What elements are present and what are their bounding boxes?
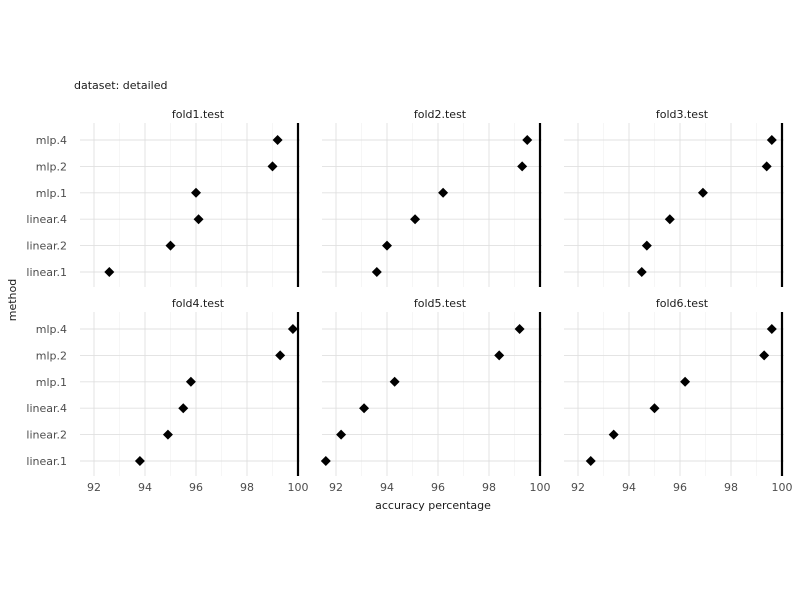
data-point-mlp.2	[494, 350, 505, 361]
y-axis-title: method	[6, 279, 19, 321]
x-tick-label: 94	[138, 481, 152, 494]
x-tick-label: 100	[772, 481, 793, 494]
data-point-mlp.4	[766, 135, 777, 145]
data-point-mlp.1	[697, 187, 708, 198]
plot-subtitle: dataset: detailed	[74, 79, 167, 92]
facet-title: fold2.test	[414, 108, 467, 121]
y-tick-label: mlp.1	[36, 376, 67, 389]
data-point-linear.2	[336, 429, 347, 440]
data-point-linear.4	[359, 403, 370, 414]
data-point-mlp.2	[761, 161, 772, 172]
data-point-linear.2	[162, 429, 173, 440]
x-tick-label: 98	[724, 481, 738, 494]
data-point-linear.1	[636, 267, 647, 277]
y-tick-label: linear.4	[26, 402, 67, 415]
data-point-mlp.2	[267, 161, 278, 172]
data-point-mlp.4	[766, 324, 777, 334]
y-tick-label: mlp.4	[36, 134, 67, 147]
y-tick-label: linear.1	[26, 266, 67, 279]
y-tick-label: linear.2	[26, 240, 67, 253]
x-tick-label: 94	[380, 481, 394, 494]
facet-panel: fold1.test linear.1 linear.2 linear.4 mlp.1 m…	[26, 108, 300, 287]
data-point-linear.4	[178, 403, 189, 414]
facet-title: fold1.test	[172, 108, 225, 121]
y-tick-label: mlp.2	[36, 160, 67, 173]
facet-panel: fold2.test	[322, 108, 542, 287]
y-tick-label: mlp.1	[36, 187, 67, 200]
x-tick-label: 96	[673, 481, 687, 494]
data-point-linear.2	[641, 240, 652, 251]
x-tick-label: 96	[189, 481, 203, 494]
facet-panels: fold1.test linear.1 linear.2 linear.4 mlp.1 m…	[26, 108, 792, 494]
data-point-mlp.1	[191, 187, 201, 198]
y-tick-label: linear.4	[26, 213, 67, 226]
x-tick-label: 98	[240, 481, 254, 494]
data-point-linear.2	[382, 240, 392, 251]
data-point-mlp.1	[680, 376, 691, 387]
data-point-linear.2	[165, 240, 176, 251]
x-tick-label: 92	[571, 481, 585, 494]
data-point-linear.4	[410, 214, 421, 225]
data-point-mlp.4	[514, 324, 525, 334]
facet-title: fold5.test	[414, 297, 467, 310]
x-tick-label: 98	[482, 481, 496, 494]
facet-title: fold4.test	[172, 297, 225, 310]
x-tick-label: 100	[288, 481, 309, 494]
data-point-mlp.1	[185, 376, 196, 387]
data-point-mlp.4	[272, 135, 283, 145]
data-point-mlp.4	[287, 324, 298, 334]
facet-panel: fold3.test	[564, 108, 784, 287]
data-point-linear.4	[193, 214, 204, 225]
facet-title: fold3.test	[656, 108, 709, 121]
y-tick-label: linear.1	[26, 455, 67, 468]
data-point-mlp.2	[275, 350, 286, 361]
x-tick-label: 94	[622, 481, 636, 494]
x-axis-title: accuracy percentage	[375, 499, 491, 512]
data-point-mlp.1	[389, 376, 400, 387]
data-point-mlp.2	[759, 350, 770, 361]
x-tick-label: 96	[431, 481, 445, 494]
data-point-mlp.2	[517, 161, 528, 172]
y-tick-label: mlp.2	[36, 349, 67, 362]
facet-panel: fold6.test 92 94 96 98 100	[564, 297, 793, 494]
facet-title: fold6.test	[656, 297, 709, 310]
data-point-mlp.1	[438, 187, 449, 198]
facet-panel: fold5.test 92 94 96 98 100	[320, 297, 551, 494]
x-tick-label: 100	[530, 481, 551, 494]
y-tick-label: mlp.4	[36, 323, 67, 336]
data-point-linear.1	[134, 456, 145, 466]
y-tick-label: linear.2	[26, 429, 67, 442]
data-point-linear.1	[371, 267, 382, 277]
data-point-linear.4	[664, 214, 675, 225]
data-point-linear.1	[585, 456, 596, 466]
data-point-linear.2	[608, 429, 619, 440]
data-point-mlp.4	[522, 135, 533, 145]
x-tick-label: 92	[329, 481, 343, 494]
data-point-linear.4	[649, 403, 660, 414]
data-point-linear.1	[320, 456, 331, 466]
facet-panel: fold4.test linear.1 linear.2 linear.4 mlp.1 m…	[26, 297, 308, 494]
data-point-linear.1	[104, 267, 115, 277]
x-tick-label: 92	[87, 481, 101, 494]
